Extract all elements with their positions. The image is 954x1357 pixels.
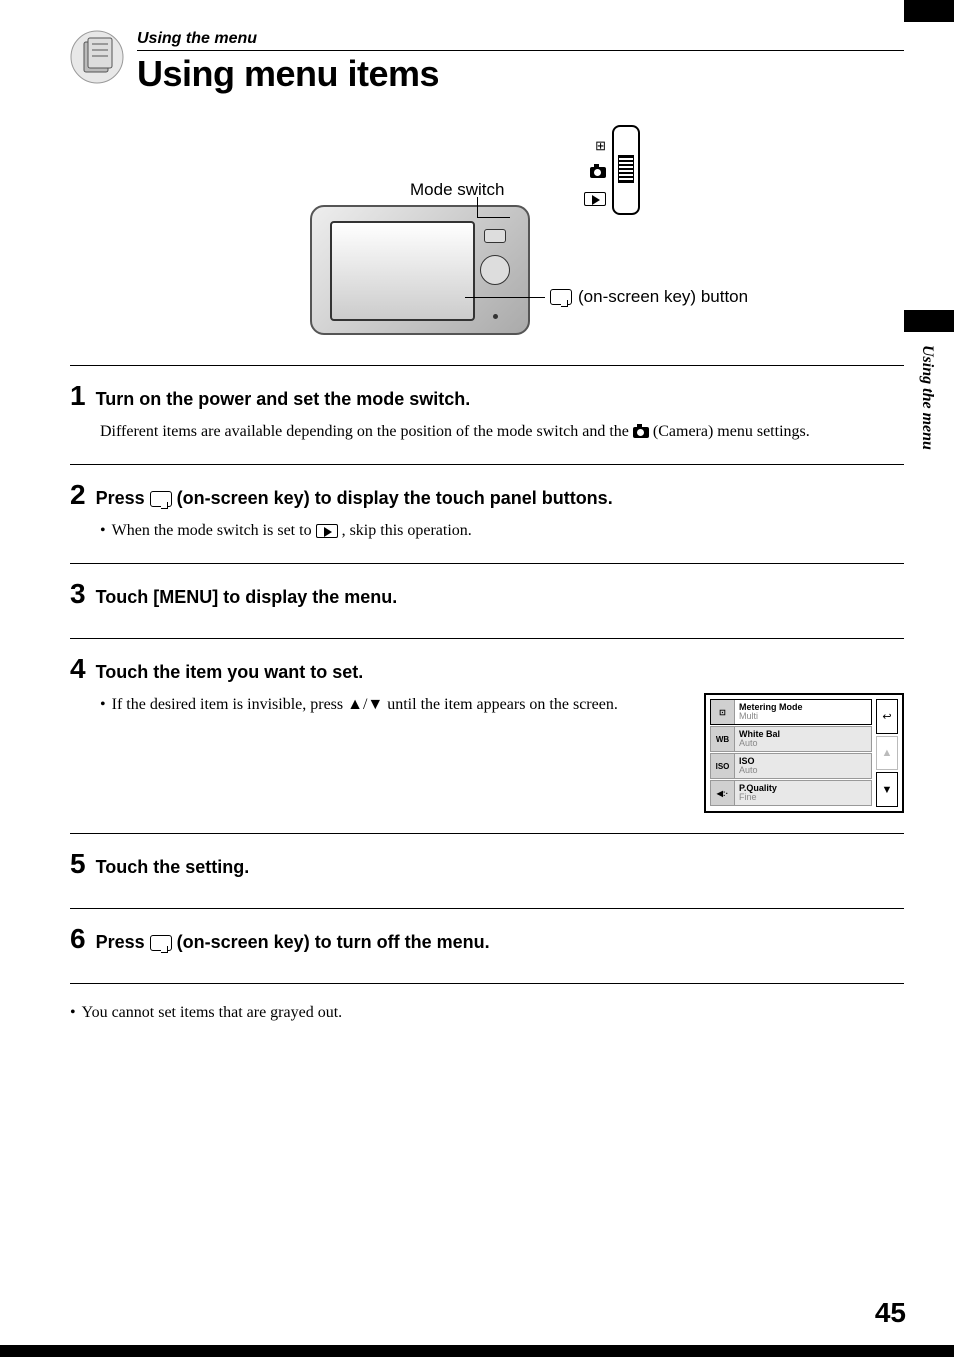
step-number: 5: [70, 850, 86, 878]
step-bullet: • If the desired item is invisible, pres…: [100, 693, 684, 717]
menu-item-icon: ISO: [711, 754, 735, 778]
chapter-label: Using the menu: [137, 30, 904, 51]
screen-key-icon: [150, 491, 172, 507]
page-title: Using menu items: [137, 53, 904, 95]
step-number: 2: [70, 481, 86, 509]
step-title: Touch the setting.: [96, 857, 250, 878]
menu-item-value: Fine: [739, 793, 867, 802]
camera-icon: [633, 427, 649, 438]
step-title: Press (on-screen key) to display the tou…: [96, 488, 613, 509]
chapter-icon: [70, 30, 125, 85]
menu-item-title: White Bal: [739, 730, 867, 739]
onscreen-key-label: (on-screen key) button: [550, 287, 748, 307]
step-4: 4 Touch the item you want to set. • If t…: [70, 638, 904, 833]
menu-item: WB White BalAuto: [710, 726, 872, 752]
step-2: 2 Press (on-screen key) to display the t…: [70, 464, 904, 563]
menu-up-button: ▲: [876, 736, 898, 771]
menu-item: ISOISOAuto: [710, 753, 872, 779]
menu-item-value: Multi: [739, 712, 867, 721]
play-mode-icon: [584, 192, 606, 206]
screen-key-icon: [150, 935, 172, 951]
play-icon: [316, 524, 338, 538]
side-tab-marker: [904, 310, 954, 332]
camera-diagram: ⊞ Mode switch (on-screen key) button: [70, 125, 904, 355]
menu-item: ⊡ Metering ModeMulti: [710, 699, 872, 725]
step-title: Touch [MENU] to display the menu.: [96, 587, 398, 608]
page-header: Using the menu Using menu items: [70, 30, 904, 95]
mode-switch-icons: ⊞: [584, 133, 606, 211]
screen-key-icon: [550, 289, 572, 305]
top-corner-bar: [904, 0, 954, 22]
menu-panel-illustration: ⊡Metering ModeMultiWBWhite BalAutoISOISO…: [704, 693, 904, 813]
menu-item-value: Auto: [739, 739, 867, 748]
menu-item-title: P.Quality: [739, 784, 867, 793]
mode-switch-label: Mode switch: [410, 180, 504, 200]
footnote: • You cannot set items that are grayed o…: [70, 1004, 904, 1022]
step-number: 3: [70, 580, 86, 608]
menu-item-title: ISO: [739, 757, 867, 766]
menu-item-icon: WB: [711, 727, 735, 751]
menu-item-value: Auto: [739, 766, 867, 775]
step-5: 5 Touch the setting.: [70, 833, 904, 908]
menu-item-icon: ⊡: [711, 700, 735, 724]
menu-back-button: ↩: [876, 699, 898, 734]
menu-item: ◀:· P.QualityFine: [710, 780, 872, 806]
step-number: 4: [70, 655, 86, 683]
step-title: Turn on the power and set the mode switc…: [96, 389, 471, 410]
step-body: Different items are available depending …: [100, 420, 904, 444]
side-tab-label: Using the menu: [918, 345, 936, 450]
page-number: 45: [875, 1297, 906, 1329]
step-1: 1 Turn on the power and set the mode swi…: [70, 365, 904, 464]
menu-item-title: Metering Mode: [739, 703, 867, 712]
camera-mode-icon: [590, 167, 606, 178]
bottom-bar: [0, 1345, 954, 1357]
menu-item-icon: ◀:·: [711, 781, 735, 805]
step-number: 1: [70, 382, 86, 410]
step-title: Touch the item you want to set.: [96, 662, 364, 683]
step-bullet: • When the mode switch is set to , skip …: [100, 519, 904, 543]
menu-down-button: ▼: [876, 772, 898, 807]
step-title: Press (on-screen key) to turn off the me…: [96, 932, 490, 953]
step-number: 6: [70, 925, 86, 953]
step-6: 6 Press (on-screen key) to turn off the …: [70, 908, 904, 984]
step-3: 3 Touch [MENU] to display the menu.: [70, 563, 904, 638]
